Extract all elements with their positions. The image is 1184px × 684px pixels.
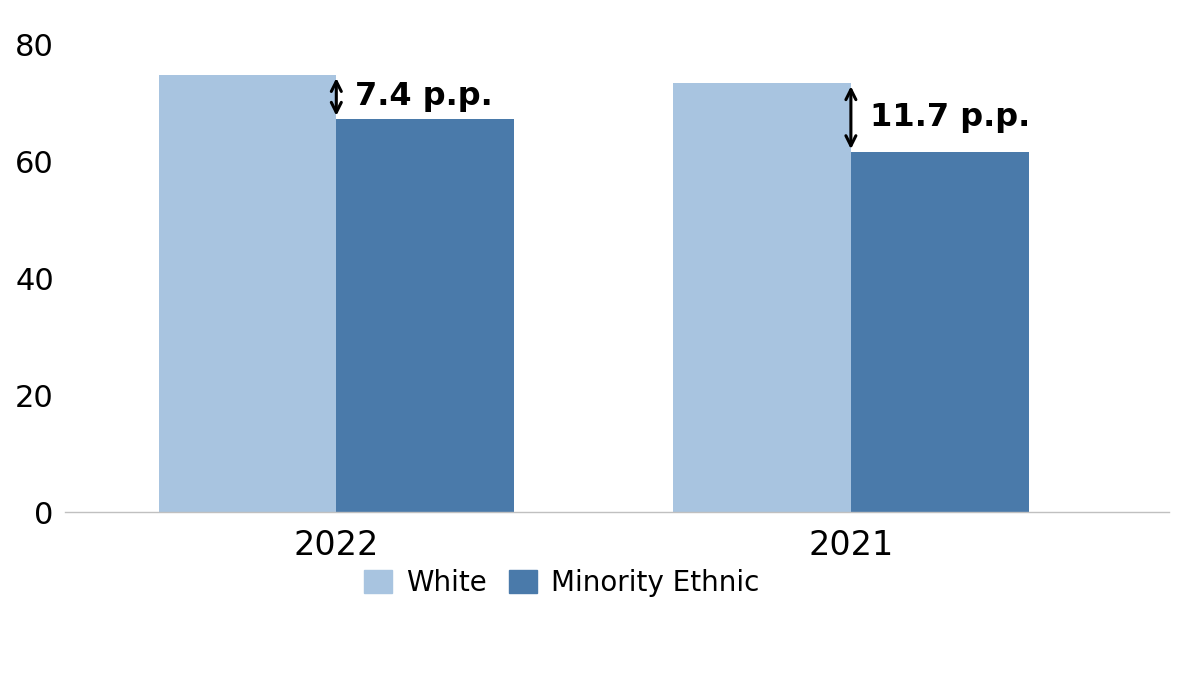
- Legend: White, Minority Ethnic: White, Minority Ethnic: [353, 557, 771, 608]
- Text: 11.7 p.p.: 11.7 p.p.: [869, 102, 1030, 133]
- Bar: [674, 83, 851, 512]
- Bar: [159, 75, 336, 512]
- Bar: [851, 152, 1029, 512]
- Bar: [336, 118, 514, 512]
- Text: 7.4 p.p.: 7.4 p.p.: [355, 81, 493, 112]
